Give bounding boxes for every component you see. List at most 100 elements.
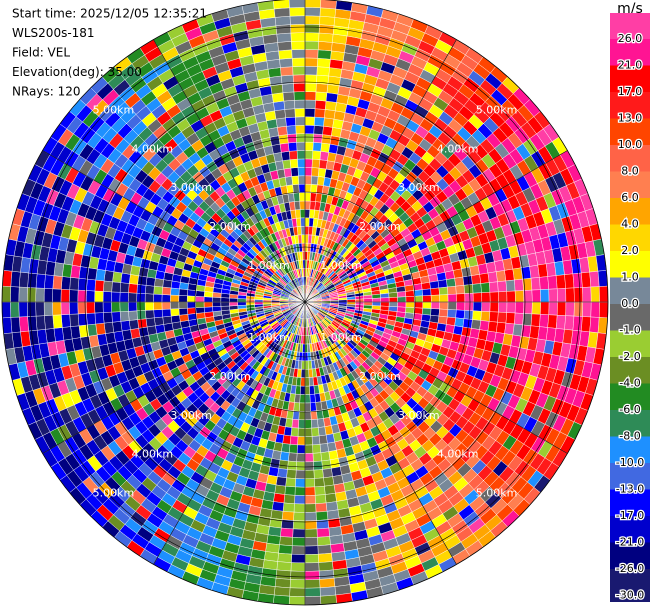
radar-cell <box>35 315 46 331</box>
radar-cell <box>298 411 306 421</box>
radar-cell <box>295 469 306 480</box>
radar-cell <box>290 24 306 34</box>
radar-cell <box>317 58 331 68</box>
radar-cell <box>321 134 332 145</box>
radar-cell <box>304 167 313 177</box>
radar-cell <box>304 175 312 185</box>
radar-cell <box>27 301 37 317</box>
radar-cell <box>371 297 382 303</box>
radar-cell <box>430 287 440 296</box>
ring-label: 2.00km <box>359 220 401 233</box>
radar-cell <box>304 158 313 168</box>
radar-cell <box>289 435 299 446</box>
radar-cell <box>447 285 457 295</box>
radar-cell <box>237 301 247 306</box>
radar-cell <box>582 301 592 318</box>
radar-cell <box>309 385 315 395</box>
radar-cell <box>430 294 440 303</box>
radar-cell <box>288 452 298 462</box>
radar-cell <box>304 32 320 42</box>
ring-label: 5.00km <box>476 487 518 500</box>
radar-cell <box>481 292 491 303</box>
radar-cell <box>291 175 300 186</box>
colorbar-label: -13.0 <box>616 483 644 496</box>
radar-cell <box>279 451 290 462</box>
radar-cell <box>295 125 306 135</box>
colorbar-swatch <box>610 304 650 331</box>
radar-cell <box>414 295 424 303</box>
radar-cell <box>229 301 239 307</box>
colorbar-label: -2.0 <box>619 350 640 363</box>
radar-cell <box>318 569 335 580</box>
radar-cell <box>313 469 324 479</box>
radar-cell <box>2 317 13 334</box>
radar-cell <box>464 292 474 303</box>
radar-cell <box>299 209 306 219</box>
radar-cell <box>178 295 188 303</box>
radar-cell <box>304 7 321 17</box>
radar-cell <box>573 301 584 317</box>
radar-cell <box>422 301 432 309</box>
radar-cell <box>547 275 558 290</box>
radar-cell <box>363 298 373 303</box>
radar-cell <box>145 276 156 287</box>
colorbar-swatch <box>610 251 650 278</box>
spoke <box>304 301 457 565</box>
colorbar-swatch <box>610 463 650 490</box>
radar-cell <box>195 307 205 314</box>
radar-cell <box>220 297 230 303</box>
radar-cell <box>319 15 336 27</box>
spoke <box>153 301 306 565</box>
colorbar-swatch <box>610 277 650 304</box>
radar-cell <box>304 495 316 505</box>
radar-cell <box>111 281 122 293</box>
spoke <box>304 150 568 303</box>
colorbar-swatch <box>610 145 650 172</box>
radar-cell <box>488 281 499 293</box>
radar-cell <box>590 286 600 303</box>
radar-cell <box>497 311 507 324</box>
radar-cell <box>94 290 104 303</box>
radar-cell <box>318 561 334 572</box>
radar-cell <box>120 320 131 332</box>
radar-cell <box>178 307 189 316</box>
radar-cell <box>299 402 306 412</box>
radar-cell <box>203 306 214 313</box>
radar-cell <box>10 301 20 318</box>
radar-cell <box>212 301 222 308</box>
radar-cell <box>314 485 326 496</box>
radar-cell <box>297 436 306 446</box>
radar-cell <box>320 0 337 10</box>
radar-cell <box>154 316 164 326</box>
colorbar-swatch <box>610 436 650 463</box>
colorbar-swatch <box>610 171 650 198</box>
radar-cell <box>564 273 575 289</box>
radar-cell <box>299 385 306 395</box>
radar-cell <box>313 460 323 471</box>
radar-cell <box>120 272 131 284</box>
radar-cell <box>325 433 335 444</box>
radar-cell <box>273 492 286 504</box>
radar-cell <box>1 285 12 303</box>
radar-cell <box>128 283 138 294</box>
radar-cell <box>479 320 490 332</box>
radar-cell <box>274 15 291 27</box>
radar-cell <box>195 296 205 303</box>
radar-cell <box>514 290 525 303</box>
radar-cell <box>289 7 306 17</box>
radar-cell <box>572 272 583 289</box>
radar-cell <box>119 311 130 322</box>
radar-cell <box>291 57 306 67</box>
radar-cell <box>304 461 315 471</box>
radar-cell <box>102 291 112 303</box>
ring-label: 1.00km <box>320 331 362 344</box>
radar-cell <box>291 553 306 564</box>
radar-cell <box>304 368 310 379</box>
radar-cell <box>300 377 306 387</box>
radar-cell <box>153 309 163 319</box>
radar-cell <box>301 234 306 244</box>
radar-cell <box>304 427 313 437</box>
radar-cell <box>548 301 558 316</box>
radar-cell <box>505 279 516 292</box>
radar-cell <box>296 226 302 236</box>
